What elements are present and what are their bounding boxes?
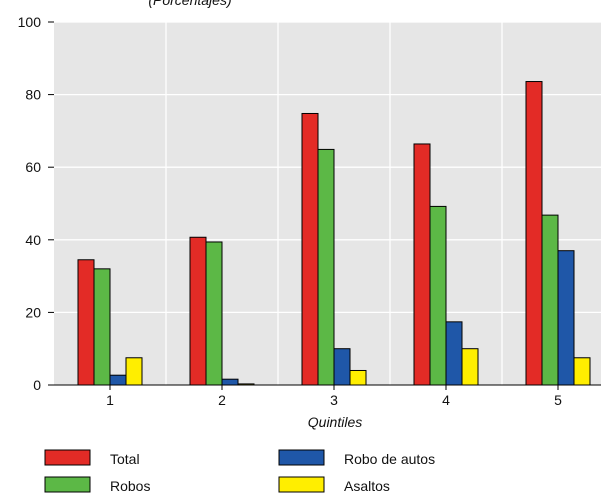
bar-robos-q5 [541, 214, 559, 386]
y-tick-label: 40 [25, 232, 41, 248]
legend: Total Robos Robo de autos Asaltos [44, 449, 435, 494]
bar-asaltos-q3 [349, 369, 367, 386]
legend-label-robos: Robos [110, 478, 150, 494]
chart-subtitle: (Porcentajes) [148, 0, 231, 8]
legend-swatch-robos [44, 476, 91, 493]
legend-swatch-robo-de-autos [278, 449, 325, 466]
x-tick-label: 4 [442, 392, 450, 408]
x-axis-label: Quintiles [308, 414, 362, 430]
bar-robo-de-autos-q1 [109, 374, 127, 386]
x-tick-label: 1 [106, 392, 114, 408]
y-tick-label: 0 [33, 377, 41, 393]
bar-total-q5 [525, 81, 543, 386]
x-tick-label: 5 [554, 392, 562, 408]
bar-robos-q4 [429, 205, 447, 386]
legend-swatch-total [44, 449, 91, 466]
legend-label-robo-de-autos: Robo de autos [344, 451, 435, 467]
bar-robos-q2 [205, 241, 223, 386]
bar-asaltos-q5 [573, 357, 591, 386]
bar-robo-de-autos-q3 [333, 348, 351, 386]
bar-total-q2 [189, 236, 207, 386]
bar-asaltos-q1 [125, 357, 143, 386]
x-tick-label: 2 [218, 392, 226, 408]
y-tick-label: 100 [18, 14, 42, 30]
y-tick-label: 20 [25, 304, 41, 320]
x-tick-label: 3 [330, 392, 338, 408]
bar-total-q3 [301, 112, 319, 386]
bar-robo-de-autos-q5 [557, 250, 575, 386]
legend-swatch-asaltos [278, 476, 325, 493]
bar-total-q4 [413, 143, 431, 386]
y-tick-label: 60 [25, 159, 41, 175]
bar-robos-q1 [93, 268, 111, 386]
legend-label-total: Total [110, 451, 140, 467]
bar-total-q1 [77, 259, 95, 386]
y-tick-label: 80 [25, 87, 41, 103]
bar-robo-de-autos-q2 [221, 378, 239, 386]
y-axis-ticks: 0 20 40 60 80 100 [18, 14, 54, 393]
legend-label-asaltos: Asaltos [344, 478, 390, 494]
x-axis-ticks: 1 2 3 4 5 [106, 385, 562, 408]
bar-robos-q3 [317, 148, 335, 386]
bar-asaltos-q4 [461, 348, 479, 386]
bar-robo-de-autos-q4 [445, 321, 463, 386]
